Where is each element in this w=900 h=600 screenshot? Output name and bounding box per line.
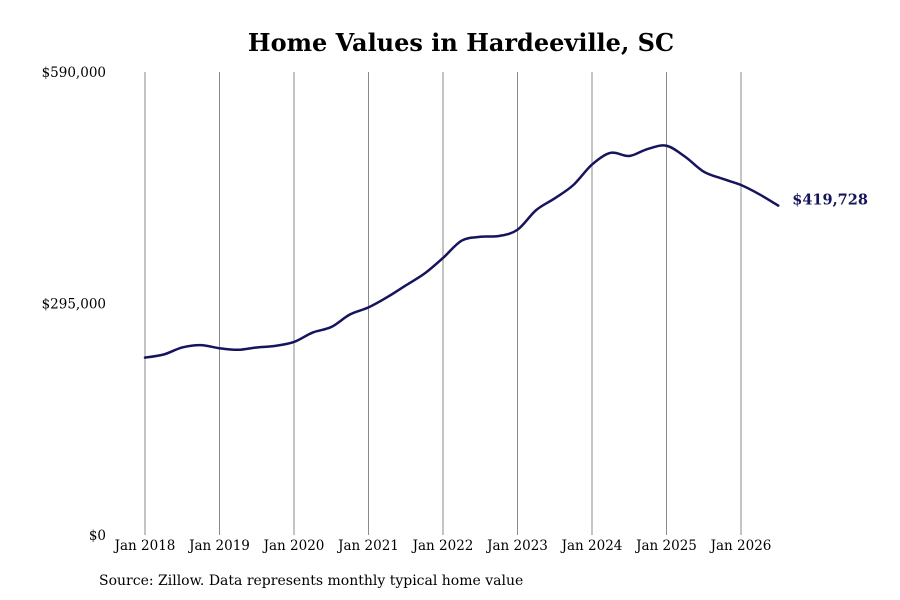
x-tick-label: Jan 2023 (485, 538, 548, 554)
y-tick-label: $295,000 (42, 297, 106, 313)
x-tick-label: Jan 2021 (336, 538, 399, 554)
source-note: Source: Zillow. Data represents monthly … (99, 573, 524, 589)
end-value-label: $419,728 (792, 192, 868, 209)
x-axis-ticks: Jan 2018 Jan 2019 Jan 2020 Jan 2021 Jan 2022… (113, 538, 772, 554)
x-tick-label: Jan 2024 (560, 538, 623, 554)
x-tick-label: Jan 2022 (411, 538, 474, 554)
x-tick-label: Jan 2020 (262, 538, 325, 554)
y-axis-ticks: $0 $295,000 $590,000 (42, 65, 106, 544)
series-layer (143, 144, 780, 359)
chart-title: Home Values in Hardeeville, SC (247, 28, 675, 57)
y-tick-label: $0 (89, 528, 106, 544)
x-tick-label: Jan 2025 (634, 538, 697, 554)
x-tick-label: Jan 2026 (709, 538, 772, 554)
x-tick-label: Jan 2018 (113, 538, 176, 554)
series-line (143, 144, 780, 359)
y-tick-label: $590,000 (42, 65, 106, 81)
x-tick-label: Jan 2019 (187, 538, 250, 554)
gridlines (144, 72, 742, 535)
